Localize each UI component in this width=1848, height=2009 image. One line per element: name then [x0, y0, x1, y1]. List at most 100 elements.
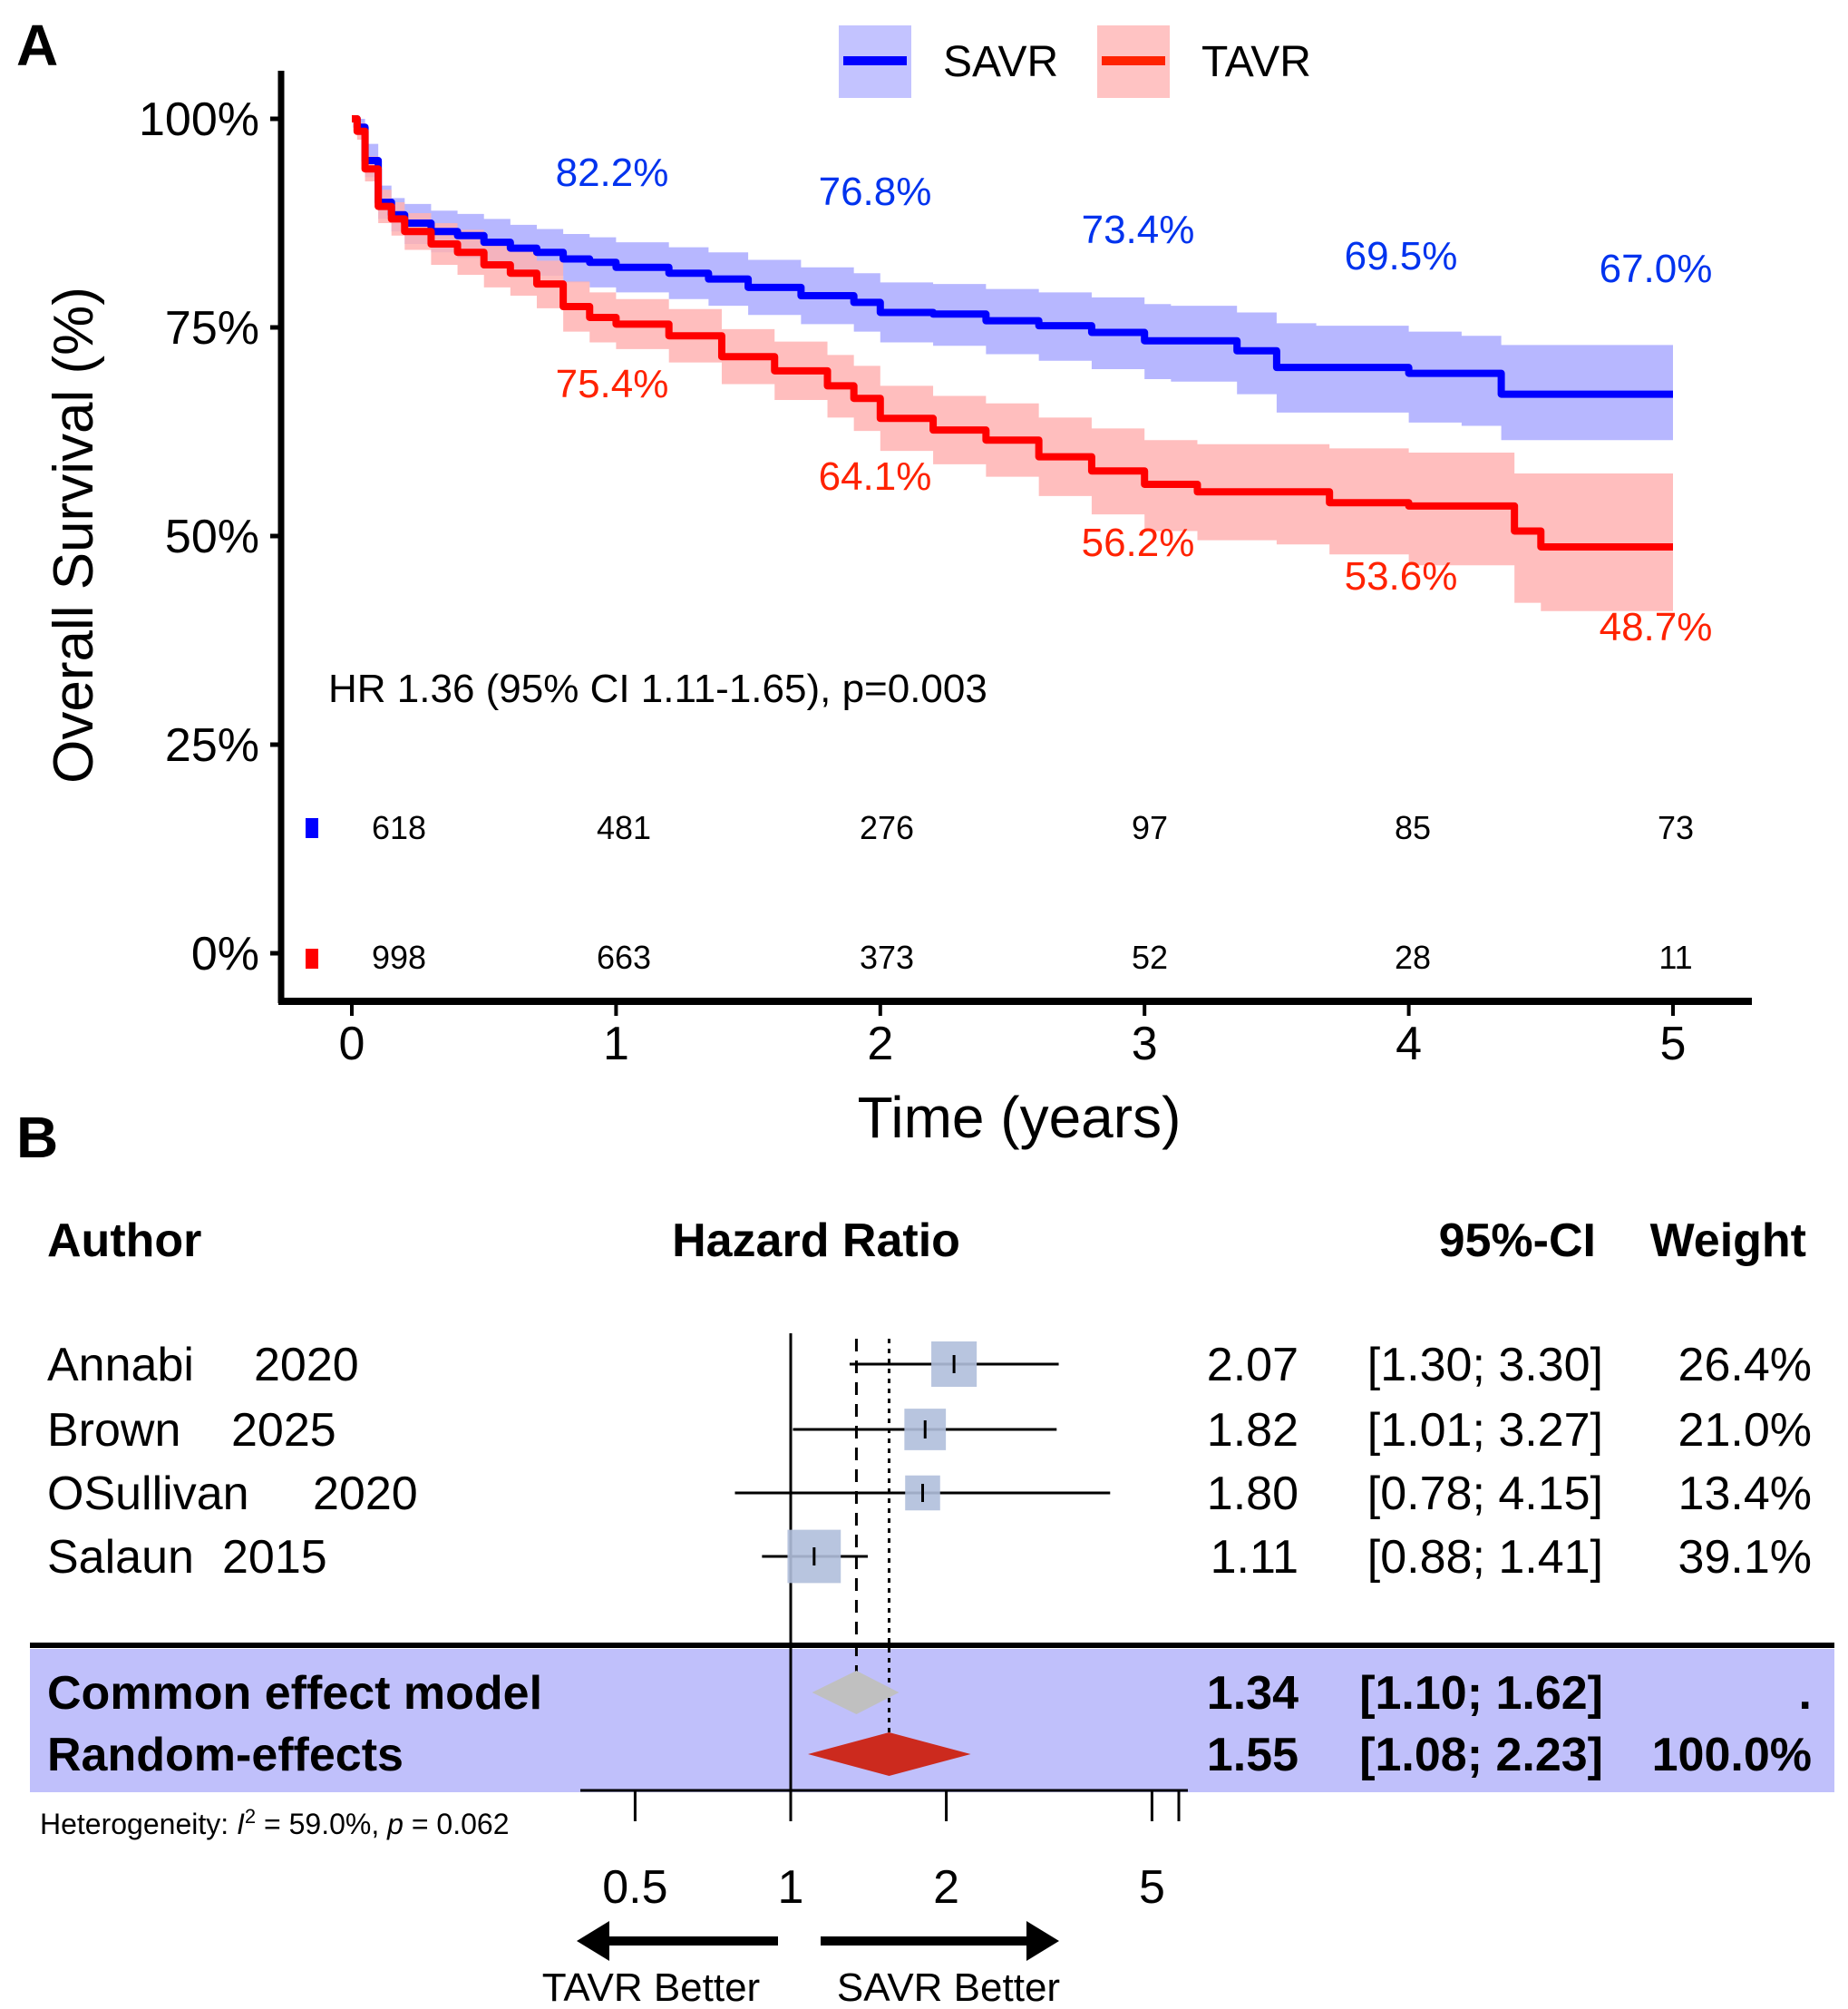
- favours-right-label: SAVR Better: [837, 1965, 1060, 2009]
- confidence-bands: [352, 119, 1673, 611]
- landmark-labels: 82.2% 76.8% 73.4% 69.5% 67.0% 75.4% 64.1% 56.2%…: [556, 151, 1713, 649]
- hr-annotation: HR 1.36 (95% CI 1.11-1.65), p=0.003: [328, 667, 987, 711]
- study-weight: 39.1%: [1678, 1531, 1812, 1584]
- study-year: 2020: [254, 1339, 359, 1391]
- km-chart: 82.2% 76.8% 73.4% 69.5% 67.0% 75.4% 64.1% 56.2%…: [43, 25, 1752, 1150]
- risk-count-tavr: 28: [1395, 939, 1431, 976]
- risk-count-tavr: 663: [597, 939, 651, 976]
- pooled-diamond: [808, 1732, 971, 1776]
- landmark-label-savr: 67.0%: [1600, 247, 1713, 291]
- study-ci: [0.78; 4.15]: [1367, 1468, 1603, 1520]
- study-row[interactable]: Brown 2025 1.82 [1.01; 3.27] 21.0%: [47, 1404, 1812, 1457]
- ci-band-tavr: [352, 119, 1673, 611]
- risk-count-savr: 618: [372, 809, 426, 846]
- forest-tick-label: 2: [933, 1861, 959, 1914]
- survival-line-tavr: [352, 115, 1673, 551]
- landmark-label-savr: 76.8%: [819, 170, 932, 214]
- header-ci: 95%-CI: [1439, 1214, 1596, 1267]
- x-axis-title: Time (years): [858, 1085, 1182, 1150]
- landmark-label-tavr: 56.2%: [1082, 521, 1195, 565]
- risk-count-savr: 276: [860, 809, 914, 846]
- study-hr: 2.07: [1207, 1339, 1298, 1391]
- study-ci: [0.88; 1.41]: [1367, 1531, 1603, 1584]
- x-tick-label: 1: [603, 1018, 629, 1070]
- favours-left-label: TAVR Better: [542, 1965, 760, 2009]
- risk-marker-savr: [306, 818, 318, 838]
- study-year: 2025: [231, 1404, 336, 1457]
- landmark-label-savr: 73.4%: [1082, 208, 1195, 252]
- risk-count-tavr: 373: [860, 939, 914, 976]
- study-row[interactable]: OSullivan 2020 1.80 [0.78; 4.15] 13.4%: [47, 1468, 1812, 1520]
- pooled-diamond: [812, 1671, 900, 1714]
- study-author: Brown: [47, 1404, 180, 1457]
- x-tick-label: 5: [1660, 1018, 1687, 1070]
- pooled-hr: 1.34: [1207, 1667, 1298, 1720]
- landmark-label-tavr: 48.7%: [1600, 605, 1713, 649]
- pooled-label: Common effect model: [47, 1667, 542, 1720]
- forest-tick-label: 1: [778, 1861, 804, 1914]
- header-author: Author: [47, 1214, 201, 1267]
- study-author: Annabi: [47, 1339, 194, 1391]
- summary-band: [30, 1649, 1834, 1792]
- study-hr: 1.82: [1207, 1404, 1298, 1457]
- risk-count-tavr: 11: [1658, 939, 1692, 976]
- x-tick-label: 2: [867, 1018, 893, 1070]
- x-ticks: 0 1 2 3 4 5: [339, 1005, 1687, 1070]
- panel-b-label: B: [16, 1105, 58, 1170]
- legend-label-tavr: TAVR: [1201, 38, 1311, 86]
- study-year: 2020: [313, 1468, 418, 1520]
- pooled-row[interactable]: Common effect model 1.34 [1.10; 1.62].: [47, 1667, 1812, 1720]
- study-row[interactable]: Salaun 2015 1.11 [0.88; 1.41] 39.1%: [47, 1529, 1812, 1584]
- pooled-rows: Common effect model 1.34 [1.10; 1.62] . Rand…: [47, 1667, 1812, 1781]
- legend-label-savr: SAVR: [943, 38, 1058, 86]
- pooled-ci: [1.10; 1.62]: [1359, 1667, 1603, 1720]
- landmark-label-tavr: 53.6%: [1345, 554, 1458, 599]
- legend-item-tavr[interactable]: TAVR: [1097, 25, 1311, 98]
- y-ticks: 0% 25% 50% 75% 100%: [139, 93, 281, 980]
- survival-curves: [352, 115, 1673, 551]
- landmark-label-savr: 69.5%: [1345, 234, 1458, 278]
- study-ci: [1.01; 3.27]: [1367, 1404, 1603, 1457]
- study-weight: 13.4%: [1678, 1468, 1812, 1520]
- forest-tick-label: 0.5: [602, 1861, 667, 1914]
- study-year: 2015: [222, 1531, 327, 1584]
- pooled-weight: 100.0%: [1652, 1729, 1812, 1781]
- study-hr: 1.80: [1207, 1468, 1298, 1520]
- risk-count-tavr: 52: [1132, 939, 1168, 976]
- legend: SAVR TAVR: [839, 25, 1311, 98]
- pooled-row[interactable]: Random-effects 1.55 [1.08; 2.23] 100.0%: [47, 1729, 1812, 1781]
- study-hr: 1.11: [1211, 1531, 1298, 1584]
- risk-count-savr: 97: [1132, 809, 1168, 846]
- study-rows: Annabi 2020 2.07 [1.30; 3.30] 26.4% Brown 2025…: [47, 1339, 1812, 1584]
- study-ci: [1.30; 3.30]: [1367, 1339, 1603, 1391]
- legend-line-savr: [843, 56, 907, 65]
- y-tick-label: 0%: [191, 928, 259, 980]
- risk-table: 618 481 276 97 85 73 998 663 373 52 28 11: [306, 809, 1694, 976]
- landmark-label-tavr: 75.4%: [556, 362, 669, 406]
- favours-left: TAVR Better: [542, 1921, 778, 2009]
- legend-line-tavr: [1102, 56, 1165, 65]
- study-author: Salaun: [47, 1531, 194, 1584]
- y-tick-label: 75%: [165, 302, 259, 355]
- panel-a-label: A: [16, 13, 58, 78]
- pooled-label: Random-effects: [47, 1729, 404, 1781]
- pooled-ci: [1.08; 2.23]: [1359, 1729, 1603, 1781]
- forest-x-axis: 0.5 1 2 5: [580, 1789, 1188, 1914]
- legend-item-savr[interactable]: SAVR: [839, 25, 1058, 98]
- y-tick-label: 50%: [165, 511, 259, 563]
- landmark-label-tavr: 64.1%: [819, 454, 932, 499]
- header-weight: Weight: [1650, 1214, 1806, 1267]
- study-row[interactable]: Annabi 2020 2.07 [1.30; 3.30] 26.4%: [47, 1339, 1812, 1391]
- risk-count-savr: 481: [597, 809, 651, 846]
- forest-tick-label: 5: [1139, 1861, 1165, 1914]
- ci-band-savr: [352, 119, 1673, 441]
- survival-line-savr: [352, 115, 1673, 398]
- x-tick-label: 3: [1132, 1018, 1158, 1070]
- study-weight: 26.4%: [1678, 1339, 1812, 1391]
- y-tick-label: 25%: [165, 719, 259, 772]
- pooled-hr: 1.55: [1207, 1729, 1298, 1781]
- study-weight: 21.0%: [1678, 1404, 1812, 1457]
- y-axis-title: Overall Survival (%): [43, 287, 105, 784]
- study-author: OSullivan: [47, 1468, 249, 1520]
